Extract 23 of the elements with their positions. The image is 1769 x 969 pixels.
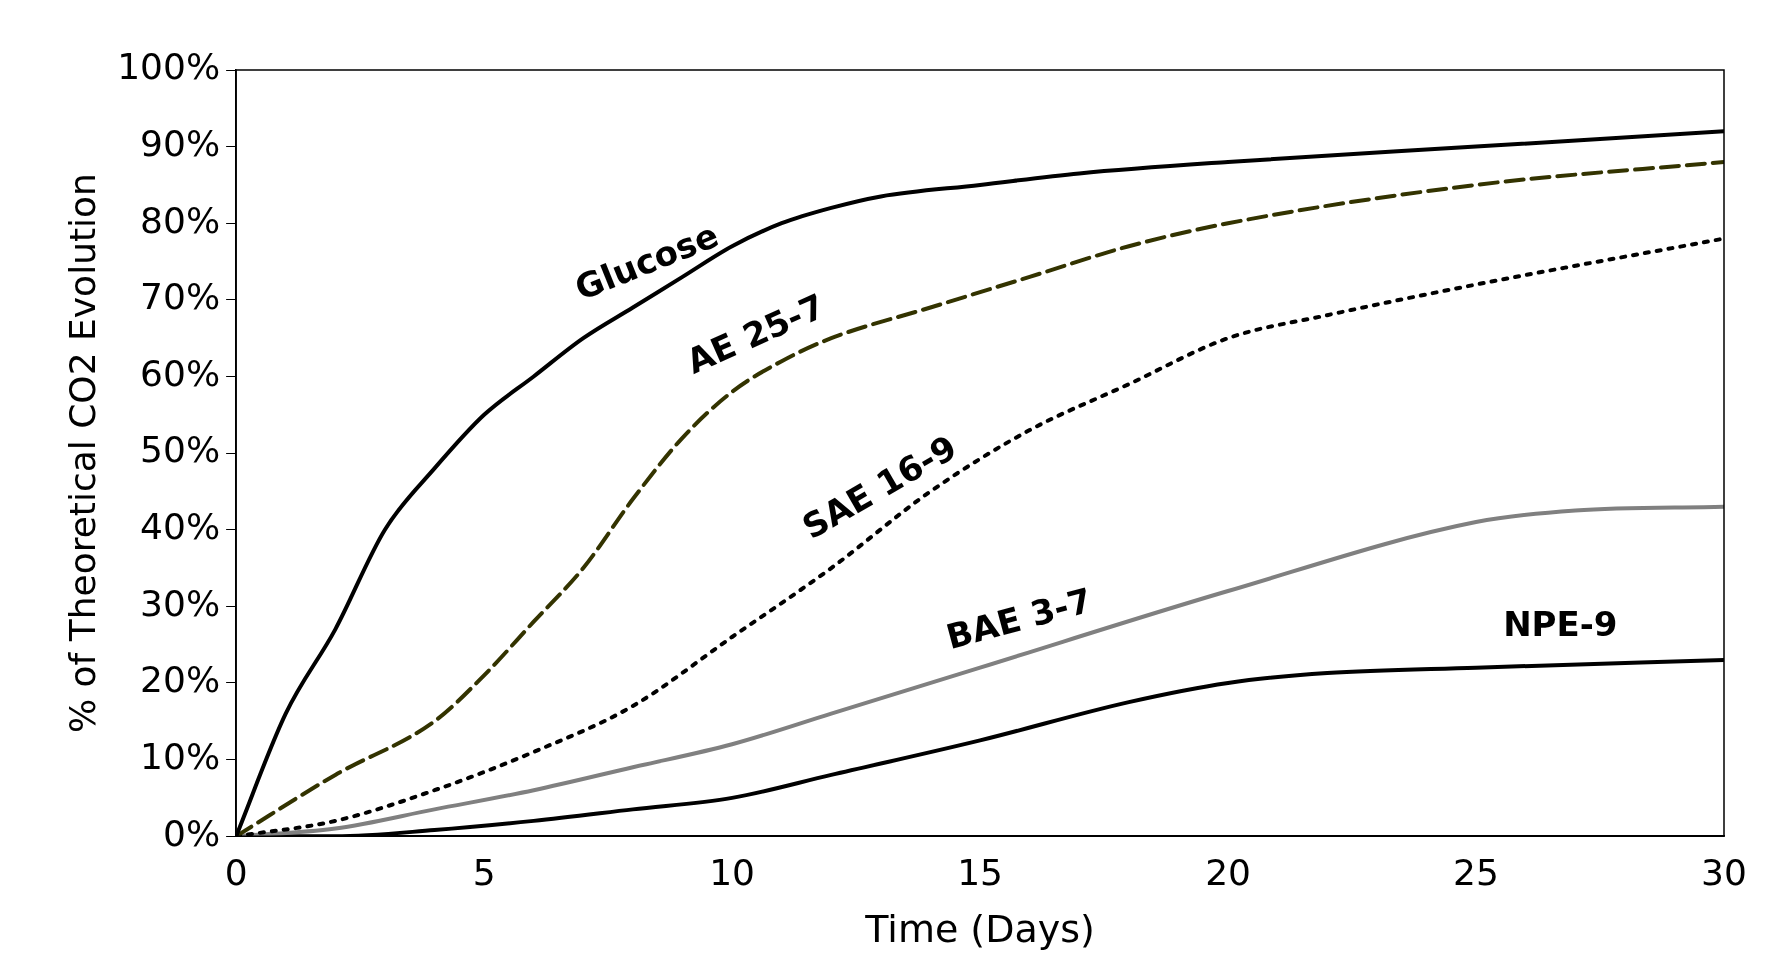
x-tick-label: 10 <box>709 852 755 894</box>
x-tick-label: 20 <box>1205 852 1251 894</box>
x-axis-title: Time (Days) <box>864 907 1095 952</box>
x-tick-label: 30 <box>1701 852 1747 894</box>
y-tick-label: 80% <box>140 199 221 241</box>
y-tick-label: 90% <box>140 122 221 164</box>
x-tick-label: 5 <box>472 852 496 894</box>
y-tick-label: 70% <box>140 276 221 318</box>
y-tick-label: 40% <box>140 506 221 548</box>
y-tick-label: 0% <box>162 812 221 854</box>
y-tick-label: 10% <box>140 735 221 777</box>
text: AE 25-7 <box>680 285 831 382</box>
x-tick-label: 0 <box>224 852 248 894</box>
y-tick-label: 60% <box>140 352 221 394</box>
series-label: NPE-9 <box>1503 603 1618 644</box>
x-tick-label: 15 <box>957 852 1003 894</box>
x-tick-label: 25 <box>1453 852 1499 894</box>
y-tick-label: 30% <box>140 582 221 624</box>
y-axis-title: % of Theoretical CO2 Evolution <box>61 173 103 734</box>
y-tick-label: 50% <box>140 429 221 471</box>
text: BAE 3-7 <box>941 579 1096 657</box>
y-tick-label: 20% <box>140 659 221 701</box>
y-tick-label: 100% <box>117 46 221 88</box>
